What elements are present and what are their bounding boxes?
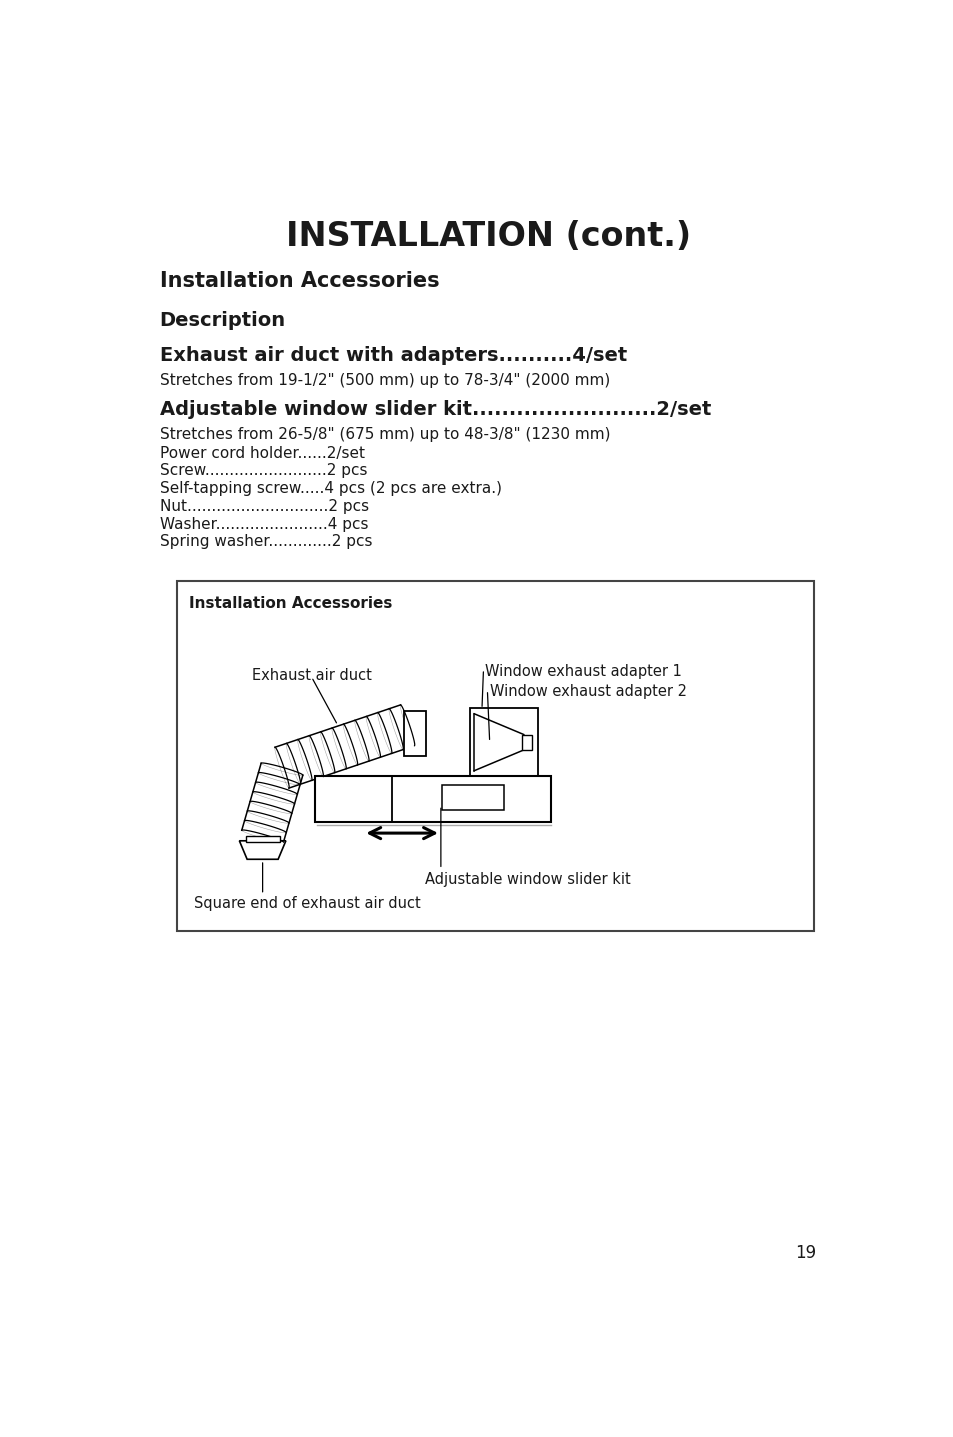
Text: Nut.............................2 pcs: Nut.............................2 pcs (159, 499, 368, 514)
Text: Washer.......................4 pcs: Washer.......................4 pcs (159, 517, 368, 532)
Text: Screw.........................2 pcs: Screw.........................2 pcs (159, 464, 367, 479)
Text: Self-tapping screw.....4 pcs (2 pcs are extra.): Self-tapping screw.....4 pcs (2 pcs are … (159, 481, 501, 496)
Text: Window exhaust adapter 2: Window exhaust adapter 2 (489, 684, 686, 700)
Text: Spring washer.............2 pcs: Spring washer.............2 pcs (159, 535, 372, 549)
Text: Installation Accessories: Installation Accessories (159, 272, 438, 292)
Text: Power cord holder......2/set: Power cord holder......2/set (159, 445, 364, 461)
Bar (245, 836, 279, 842)
Bar (177, 581, 814, 931)
Text: Adjustable window slider kit: Adjustable window slider kit (425, 872, 631, 887)
Polygon shape (239, 841, 286, 859)
Text: Square end of exhaust air duct: Square end of exhaust air duct (194, 897, 420, 911)
Text: Stretches from 19-1/2" (500 mm) up to 78-3/4" (2000 mm): Stretches from 19-1/2" (500 mm) up to 78… (159, 372, 609, 388)
Text: INSTALLATION (cont.): INSTALLATION (cont.) (286, 220, 691, 253)
Bar (442, 786, 504, 810)
Bar (404, 711, 426, 756)
Bar (314, 776, 550, 822)
Text: Installation Accessories: Installation Accessories (189, 596, 392, 611)
Bar (521, 734, 531, 750)
Text: 19: 19 (795, 1244, 816, 1262)
Text: Exhaust air duct with adapters..........4/set: Exhaust air duct with adapters..........… (159, 346, 626, 365)
Text: Description: Description (159, 310, 285, 331)
Text: Window exhaust adapter 1: Window exhaust adapter 1 (484, 664, 681, 678)
Bar (469, 707, 537, 777)
Text: Stretches from 26-5/8" (675 mm) up to 48-3/8" (1230 mm): Stretches from 26-5/8" (675 mm) up to 48… (159, 427, 609, 441)
Text: Exhaust air duct: Exhaust air duct (252, 668, 371, 683)
Text: Adjustable window slider kit.........................2/set: Adjustable window slider kit............… (159, 399, 710, 418)
